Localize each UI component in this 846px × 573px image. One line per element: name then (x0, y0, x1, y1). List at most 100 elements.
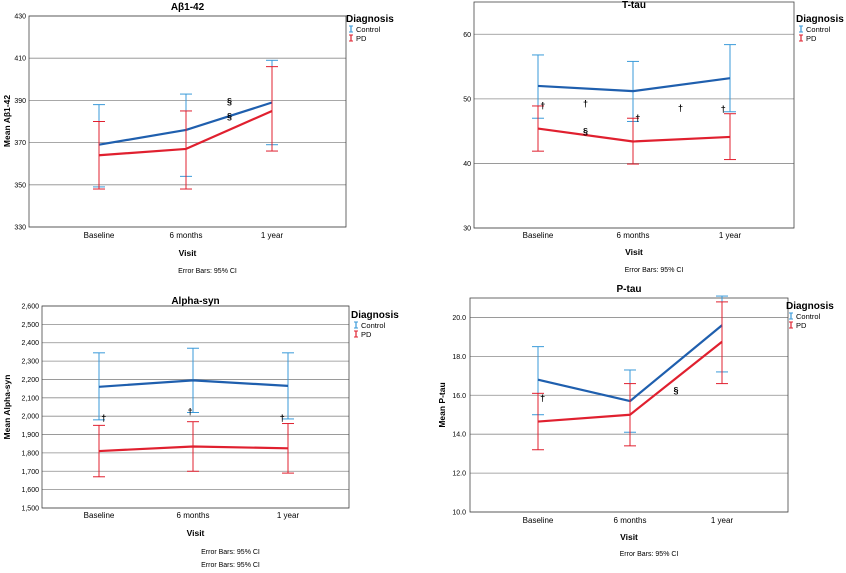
chart-panel-1: 330 350 370 390 410 430 Baseline 6 months 1 year… (2, 2, 394, 275)
legend-title: Diagnosis (346, 14, 394, 25)
error-bar-pd (724, 113, 736, 161)
error-bar-pd (266, 66, 278, 152)
legend-item: PD (796, 321, 807, 330)
significance-marker: † (583, 99, 588, 109)
significance-marker: § (227, 97, 232, 107)
significance-marker: † (101, 413, 106, 423)
chart-title: P-tau (617, 284, 642, 295)
significance-marker: § (583, 126, 588, 136)
plot-frame (28, 15, 347, 228)
legend-item: Control (806, 25, 831, 34)
error-bars-note: Error Bars: 95% CI (178, 268, 237, 275)
significance-marker: † (721, 104, 726, 114)
x-tick-label: Baseline (84, 511, 115, 520)
y-tick-label: 10.0 (452, 510, 466, 517)
y-axis-label: Mean Aβ1-42 (2, 95, 12, 147)
y-tick-label: 60 (463, 32, 471, 39)
legend-item: Control (356, 25, 381, 34)
x-axis-label: Visit (620, 532, 638, 542)
legend-item: PD (361, 330, 372, 339)
series-line-pd (537, 340, 723, 423)
error-bars-note: Error Bars: 95% CI (201, 549, 260, 556)
y-tick-label: 410 (14, 56, 26, 63)
y-tick-label: 1,800 (21, 450, 39, 457)
y-tick-label: 330 (14, 225, 26, 232)
x-tick-label: 1 year (719, 231, 742, 240)
chart-panel-2: 30 40 50 60 Baseline 6 months 1 year T-tau Visit… (463, 0, 844, 274)
y-tick-label: 390 (14, 98, 26, 105)
y-tick-label: 18.0 (452, 354, 466, 361)
chart-title: T-tau (622, 0, 646, 11)
x-tick-label: 1 year (711, 516, 734, 525)
y-tick-label: 1,500 (21, 506, 39, 513)
x-tick-label: 6 months (177, 511, 210, 520)
error-bars-note: Error Bars: 95% CI (201, 562, 260, 569)
significance-marker: † (280, 413, 285, 423)
y-tick-label: 370 (14, 140, 26, 147)
legend-item: Control (361, 321, 386, 330)
x-tick-label: 6 months (617, 231, 650, 240)
x-tick-label: 1 year (277, 511, 300, 520)
legend-title: Diagnosis (796, 14, 844, 25)
y-tick-label: 12.0 (452, 471, 466, 478)
series-line-control (537, 77, 731, 93)
series-line-control (98, 379, 289, 388)
plot-frame (473, 1, 795, 229)
x-tick-label: 6 months (614, 516, 647, 525)
error-bars-note: Error Bars: 95% CI (620, 551, 679, 558)
x-axis-label: Visit (179, 248, 197, 258)
y-tick-label: 20.0 (452, 315, 466, 322)
x-tick-label: 1 year (261, 231, 284, 240)
y-tick-label: 2,500 (21, 322, 39, 329)
y-axis-label: Mean P-tau (437, 382, 447, 427)
significance-marker: † (540, 101, 545, 111)
error-bar-pd (93, 424, 105, 478)
y-tick-label: 40 (463, 161, 471, 168)
y-tick-label: 14.0 (452, 432, 466, 439)
y-tick-label: 2,200 (21, 377, 39, 384)
legend-item: PD (806, 34, 817, 43)
y-tick-label: 2,400 (21, 340, 39, 347)
y-axis-label: Mean Alpha-syn (2, 375, 12, 440)
y-tick-label: 430 (14, 14, 26, 21)
legend-title: Diagnosis (786, 301, 834, 312)
error-bars-note: Error Bars: 95% CI (625, 267, 684, 274)
y-tick-label: 2,600 (21, 304, 39, 311)
significance-marker: † (678, 103, 683, 113)
significance-marker: † (540, 393, 545, 403)
chart-panel-4: 10.0 12.0 14.0 16.0 18.0 20.0 Baseline 6 months… (437, 284, 834, 558)
legend-title: Diagnosis (351, 310, 399, 321)
series-line-pd (98, 109, 273, 157)
x-tick-label: Baseline (84, 231, 115, 240)
y-tick-label: 350 (14, 182, 26, 189)
error-bar-pd (532, 105, 544, 152)
y-tick-label: 2,300 (21, 359, 39, 366)
y-tick-label: 1,700 (21, 469, 39, 476)
significance-marker: † (635, 113, 640, 123)
x-axis-label: Visit (625, 247, 643, 257)
y-tick-label: 2,100 (21, 395, 39, 402)
chart-title: Alpha-syn (171, 296, 219, 307)
significance-marker: § (673, 385, 678, 395)
significance-marker: § (227, 111, 232, 121)
y-tick-label: 30 (463, 226, 471, 233)
series-line-pd (98, 445, 289, 453)
y-tick-label: 16.0 (452, 393, 466, 400)
plot-frame (469, 297, 789, 513)
y-tick-label: 50 (463, 96, 471, 103)
x-tick-label: Baseline (523, 516, 554, 525)
legend-item: Control (796, 312, 821, 321)
x-tick-label: 6 months (170, 231, 203, 240)
x-tick-label: Baseline (523, 231, 554, 240)
plot-frame (41, 305, 350, 509)
y-tick-label: 1,600 (21, 487, 39, 494)
significance-marker: † (188, 406, 193, 416)
y-tick-label: 2,000 (21, 414, 39, 421)
chart-panel-3: 1,500 1,600 1,700 1,800 1,900 2,000 2,100 2,200… (2, 296, 399, 569)
x-axis-label: Visit (187, 528, 205, 538)
y-tick-label: 1,900 (21, 432, 39, 439)
